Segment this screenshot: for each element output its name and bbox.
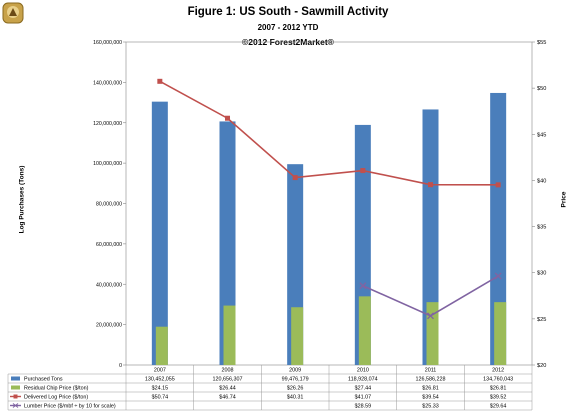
legend-entry: Lumber Price ($/mbf ÷ by 10 for scale) [24,404,116,410]
bar-residual-chip-price [155,326,168,365]
data-label: 126,586,228 [416,377,446,383]
data-label: $26.81 [422,386,439,392]
data-label: $50.74 [152,395,169,401]
bar-residual-chip-price [494,302,507,365]
data-label: $29.64 [490,404,507,410]
bar-purchased-tons [422,109,439,365]
y2-tick-label: $45 [537,132,546,138]
y2-tick-label: $20 [537,363,546,369]
y-tick-label: 120,000,000 [93,121,122,127]
data-label: $27.44 [355,386,372,392]
bar-residual-chip-price [291,307,304,365]
data-label: $26.81 [490,386,507,392]
x-tick-label: 2010 [357,368,369,374]
y2-tick-label: $40 [537,178,546,184]
chart-subtitle: 2007 - 2012 YTD [257,23,319,32]
y-tick-label: 20,000,000 [96,323,122,329]
data-label: 118,928,074 [348,377,378,383]
data-label: $24.15 [152,386,169,392]
y-tick-label: 140,000,000 [93,80,122,86]
bar-purchased-tons [151,101,168,366]
legend-entry: Delivered Log Price ($/ton) [24,395,88,401]
data-label: $39.52 [490,395,507,401]
x-tick-label: 2008 [222,368,234,374]
bar-residual-chip-price [426,302,439,365]
point-delivered-log-price [157,78,163,84]
legend-swatch-marker [13,394,18,399]
data-label: $40.31 [287,395,304,401]
point-lumber-price [494,272,502,280]
bar-purchased-tons [490,92,507,366]
bar-residual-chip-price [358,296,371,365]
data-label: $41.07 [355,395,372,401]
y-tick-label: 40,000,000 [96,282,122,288]
data-label: $26.26 [287,386,304,392]
data-label: 120,656,307 [213,377,243,383]
data-label: 134,760,043 [483,377,513,383]
point-delivered-log-price [360,168,366,174]
legend-swatch [11,385,20,390]
x-tick-label: 2011 [425,368,437,374]
point-delivered-log-price [495,182,501,188]
y-tick-label: 0 [119,363,122,369]
y2-tick-label: $50 [537,86,546,92]
data-label: $28.59 [355,404,372,410]
line-delivered-log-price [159,80,499,186]
data-label: $39.54 [422,395,439,401]
legend-swatch [11,376,20,381]
plot-border [125,41,533,366]
point-lumber-price [427,312,434,320]
bar-purchased-tons [219,121,236,365]
y-tick-label: 80,000,000 [96,202,122,208]
point-delivered-log-price [225,115,230,121]
data-label: $25.33 [422,404,439,410]
data-label: $46.74 [219,395,236,401]
data-label: 130,452,055 [145,377,175,383]
y2-tick-label: $35 [537,225,546,231]
point-lumber-price [359,282,367,290]
chart-title: Figure 1: US South - Sawmill Activity [187,6,389,18]
data-label: $26.44 [219,386,236,392]
y2-tick-label: $25 [537,317,546,323]
y-tick-label: 100,000,000 [93,161,122,167]
y2-tick-label: $30 [537,271,546,277]
point-delivered-log-price [292,175,298,181]
x-tick-label: 2012 [492,368,504,374]
y-tick-label: 160,000,000 [93,40,122,46]
y-tick-label: 60,000,000 [96,242,122,248]
legend-swatch-marker [12,403,19,408]
forest2market-logo-icon [2,2,24,24]
x-tick-label: 2009 [289,368,301,374]
y2-tick-label: $55 [537,40,546,46]
x-tick-label: 2007 [154,368,166,374]
legend-entry: Purchased Tons [24,377,63,383]
point-delivered-log-price [428,182,433,188]
bar-residual-chip-price [223,305,236,365]
data-label: 99,476,179 [282,377,309,383]
legend-entry: Residual Chip Price ($/ton) [24,386,89,392]
